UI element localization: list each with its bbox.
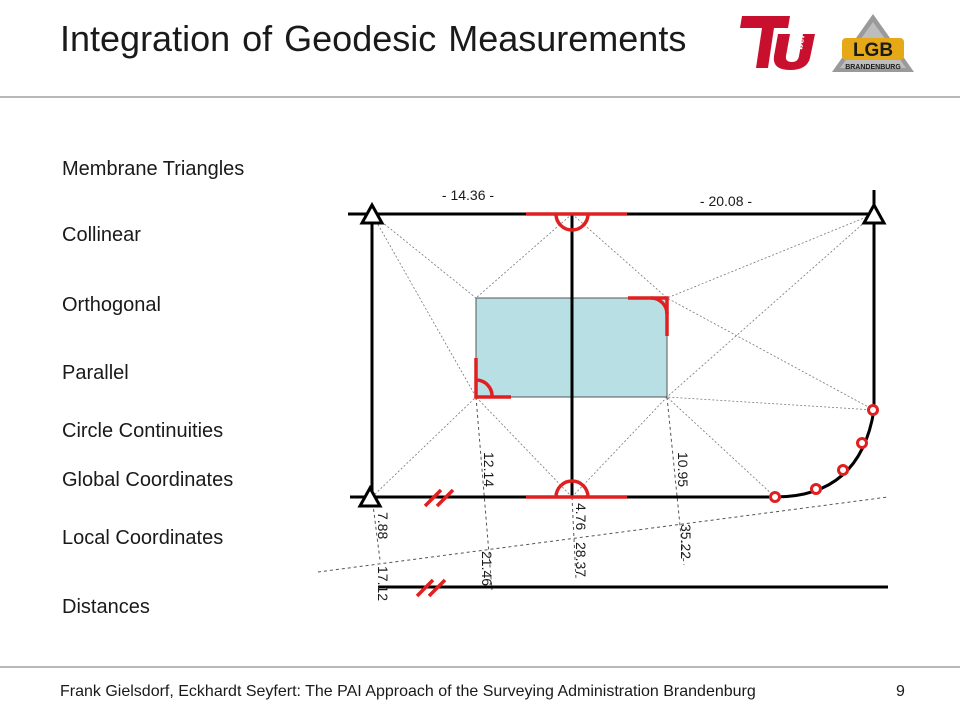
label-local-coordinates: Local Coordinates <box>62 527 224 549</box>
lgb-logo-subtext: BRANDENBURG <box>845 64 901 71</box>
label-collinear: Collinear <box>62 224 141 246</box>
tu-logo-subtext: berlin <box>794 22 810 51</box>
dim-left-vertical: 12.14 <box>481 452 497 487</box>
orthogonal-markers <box>474 296 669 399</box>
page-title: Integration of Geodesic Measurements <box>60 18 687 59</box>
lgb-brandenburg-logo: LGB BRANDENBURG <box>832 14 914 72</box>
triangle-top-left <box>359 201 385 225</box>
label-membrane-triangles: Membrane Triangles <box>62 158 245 180</box>
dim-bottom-5: 21.46 <box>479 551 495 586</box>
label-orthogonal: Orthogonal <box>62 294 161 316</box>
circle-continuity-markers <box>769 404 879 503</box>
page-number: 9 <box>896 683 905 700</box>
triangle-top-right <box>861 201 887 225</box>
collinear-markers <box>526 212 627 499</box>
footer-divider <box>0 666 960 668</box>
dimension-lines <box>317 396 889 591</box>
parallel-marks <box>415 488 455 598</box>
dim-bottom-6: 17.12 <box>375 566 391 601</box>
dim-bottom-2: 4.76 <box>573 503 589 530</box>
label-parallel: Parallel <box>62 362 129 384</box>
tu-berlin-logo: berlin <box>740 16 815 70</box>
dim-top-left-span: - 14.36 - <box>442 187 494 203</box>
footer-citation: Frank Gielsdorf, Eckhardt Seyfert: The P… <box>60 683 756 700</box>
lgb-logo-text: LGB <box>853 40 893 61</box>
membrane-triangle-lines <box>371 213 875 498</box>
header-divider <box>0 96 960 98</box>
label-circle-continuities: Circle Continuities <box>62 420 224 442</box>
label-global-coordinates: Global Coordinates <box>62 469 234 491</box>
dim-right-vertical: 10.95 <box>675 452 691 487</box>
control-point-triangles <box>357 201 887 508</box>
dim-bottom-4: 35.22 <box>678 524 694 559</box>
dim-bottom-1: 7.88 <box>375 512 391 539</box>
label-distances: Distances <box>62 596 150 618</box>
dim-bottom-3: 28.37 <box>573 542 589 577</box>
dim-top-right-span: - 20.08 - <box>700 193 752 209</box>
triangle-bottom-left <box>357 484 383 508</box>
